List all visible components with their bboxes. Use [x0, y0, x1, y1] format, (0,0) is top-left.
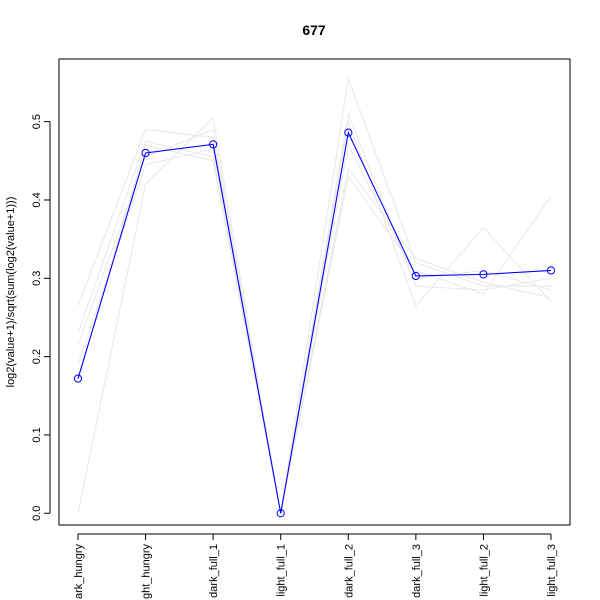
background-series-line-2 — [77, 119, 552, 514]
background-series-group — [77, 76, 552, 514]
data-point-light_full_3 — [546, 266, 556, 275]
data-point-light_full_1 — [276, 509, 285, 518]
background-series-line-3 — [77, 76, 551, 514]
y-tick-label: 0.2 — [31, 349, 43, 364]
data-point-dark_full_3 — [411, 271, 420, 281]
background-series-line-6 — [77, 128, 552, 514]
y-tick-label: 0.5 — [31, 114, 43, 129]
y-tick-label: 0.4 — [31, 192, 43, 207]
x-tick-label: dark_full_1 — [208, 544, 220, 598]
chart-title: 677 — [302, 22, 326, 38]
y-tick-label: 0.3 — [31, 271, 43, 286]
x-tick-label: dark_full_2 — [343, 544, 355, 598]
y-axis: 0.0 0.1 0.2 0.3 0.4 0.5 — [31, 114, 51, 521]
y-tick-label: 0.1 — [31, 427, 43, 442]
plot-frame — [58, 58, 571, 526]
x-tick-label: light_full_2 — [478, 544, 490, 597]
x-tick-label: dark_full_3 — [411, 544, 423, 598]
data-point-light_hungry — [141, 148, 150, 158]
highlight-series-group — [73, 128, 556, 518]
highlight-series-line — [77, 130, 552, 514]
background-series-line-5 — [77, 111, 552, 514]
y-tick-label: 0.0 — [31, 506, 43, 521]
data-point-dark_full_1 — [209, 140, 218, 149]
y-axis-label: log2(value+1)/sqrt(sum(log2(value+1))) — [5, 197, 17, 388]
data-point-dark_full_2 — [344, 128, 353, 137]
data-point-dark_hungry — [73, 374, 83, 383]
x-tick-label: light_full_3 — [546, 544, 558, 597]
x-axis: ark_hungry ght_hungry dark_full_1 light_ful… — [73, 533, 558, 600]
x-tick-label: ark_hungry — [73, 544, 85, 600]
data-point-light_full_2 — [479, 270, 488, 279]
background-series-line-1 — [77, 128, 552, 514]
x-tick-label: light_full_1 — [276, 544, 288, 597]
x-tick-label: ght_hungry — [141, 544, 153, 600]
background-series-line-4 — [77, 148, 552, 514]
